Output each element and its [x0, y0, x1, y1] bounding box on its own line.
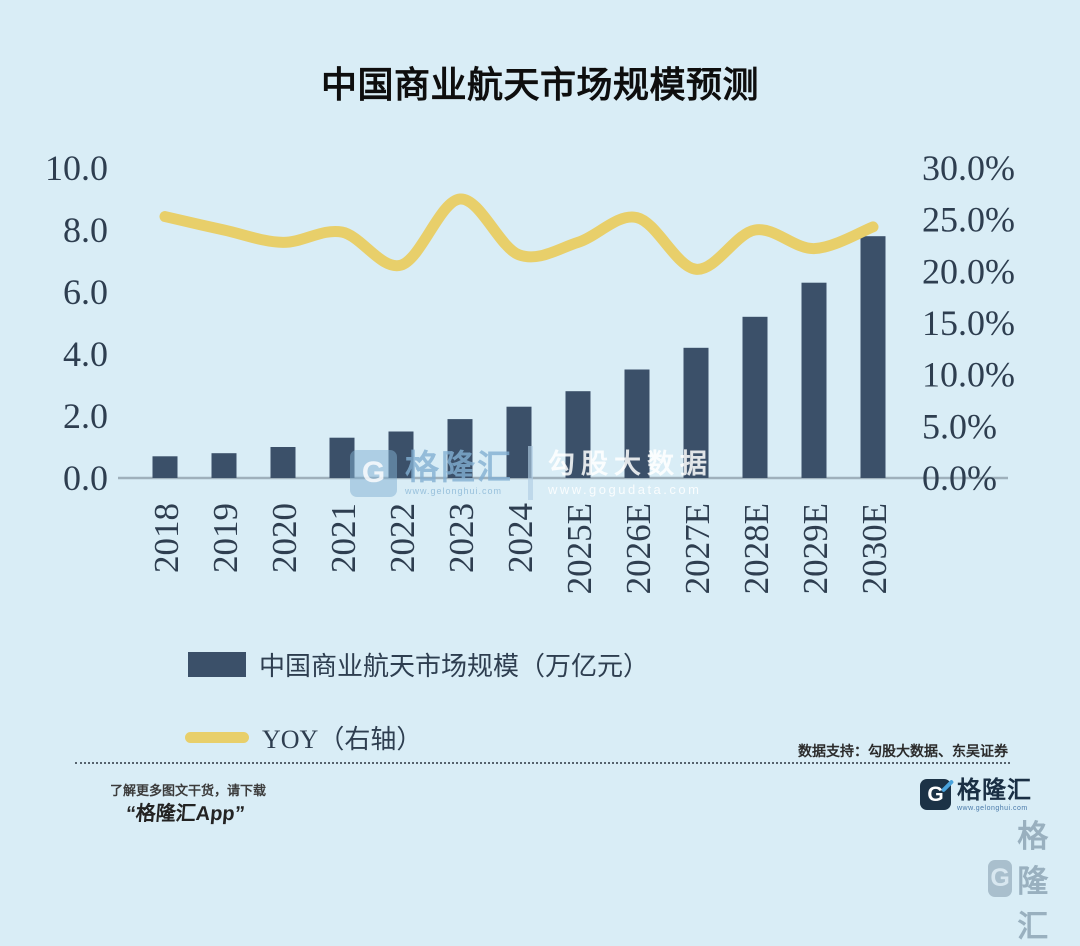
center-watermark: G 格隆汇 www.gelonghui.com 勾股大数据 www.goguda… — [350, 446, 713, 500]
right-axis-tick: 0.0% — [922, 458, 997, 498]
chart-title: 中国商业航天市场规模预测 — [320, 64, 759, 105]
x-axis-label-2026E: 2026E — [619, 503, 658, 594]
left-axis-tick: 2.0 — [63, 396, 108, 436]
x-axis-label-2028E: 2028E — [737, 503, 776, 594]
x-axis-label-2030E: 2030E — [855, 503, 894, 594]
left-axis-tick: 8.0 — [63, 210, 108, 250]
gelonghui-logo-icon: G — [920, 779, 951, 810]
chart-canvas: 10.0 8.0 6.0 4.0 2.0 0.0 30.0% 25.0% 20.0% 15.0% 1… — [45, 148, 1015, 594]
bar-2023 — [447, 419, 473, 478]
legend-item-yoy: YOY（右轴） — [185, 723, 422, 754]
gelonghui-logo-icon: G — [350, 449, 397, 497]
bar-2024 — [506, 406, 532, 478]
bar-2029E — [801, 282, 827, 478]
left-axis-tick: 6.0 — [63, 272, 108, 312]
footer-divider — [75, 762, 1010, 764]
legend-label-market-size: 中国商业航天市场规模（万亿元） — [259, 651, 650, 681]
x-axis-label-2018: 2018 — [147, 503, 186, 573]
data-support-note: 数据支持：勾股大数据、东吴证券 — [798, 743, 1008, 759]
x-axis-label-2023: 2023 — [442, 503, 481, 573]
corner-watermark-name: 格隆汇 — [1017, 819, 1050, 944]
brand-logo-name: 格隆汇 — [957, 777, 1032, 804]
bar-2027E — [683, 347, 709, 478]
promo-text: 了解更多图文干货，请下载 — [110, 783, 267, 798]
bar-2026E — [624, 369, 650, 478]
x-axis-label-2024: 2024 — [501, 503, 540, 573]
bar-2019 — [211, 453, 237, 478]
right-axis-tick: 30.0% — [922, 148, 1015, 188]
x-axis-label-2027E: 2027E — [678, 503, 717, 594]
bar-2030E — [860, 236, 886, 478]
bar-2018 — [152, 456, 178, 478]
bar-2025E — [565, 391, 591, 478]
x-axis-label-2025E: 2025E — [560, 503, 599, 594]
x-axis-label-2019: 2019 — [206, 503, 245, 573]
bar-2020 — [270, 447, 296, 478]
right-axis-tick: 10.0% — [922, 355, 1015, 395]
right-axis-tick: 20.0% — [922, 251, 1015, 291]
x-axis-label-2029E: 2029E — [796, 503, 835, 594]
right-axis-tick: 25.0% — [922, 200, 1015, 240]
promo-app-name: “格隆汇App” — [124, 803, 246, 825]
watermark-partner-name: 勾股大数据 — [548, 448, 713, 479]
gelonghui-brand-logo: G 格隆汇 www.gelonghui.com — [920, 779, 1032, 812]
watermark-divider — [528, 446, 533, 500]
x-axis-label-2020: 2020 — [265, 503, 304, 573]
watermark-partner-url: www.gogudata.com — [548, 481, 702, 497]
legend-item-market-size: 中国商业航天市场规模（万亿元） — [188, 650, 649, 681]
brand-logo-url: www.gelonghui.com — [957, 805, 1028, 812]
yoy-line — [159, 193, 879, 275]
gelonghui-logo-icon: G — [988, 860, 1013, 897]
legend-label-yoy: YOY（右轴） — [262, 724, 423, 754]
corner-watermark: G 格隆汇 — [988, 811, 1080, 946]
x-axis-label-2022: 2022 — [383, 503, 422, 573]
left-axis-tick: 10.0 — [45, 148, 108, 188]
watermark-brand-name: 格隆汇 — [405, 448, 513, 487]
x-axis-label-2021: 2021 — [324, 503, 363, 573]
watermark-brand-url: www.gelonghui.com — [405, 485, 503, 496]
left-axis-tick: 0.0 — [63, 458, 108, 498]
line-series-swatch — [185, 731, 249, 743]
bar-series-swatch — [188, 651, 246, 677]
bar-2028E — [742, 316, 768, 478]
right-axis-tick: 5.0% — [922, 406, 997, 446]
right-axis-tick: 15.0% — [922, 303, 1015, 343]
left-axis-tick: 4.0 — [63, 334, 108, 374]
